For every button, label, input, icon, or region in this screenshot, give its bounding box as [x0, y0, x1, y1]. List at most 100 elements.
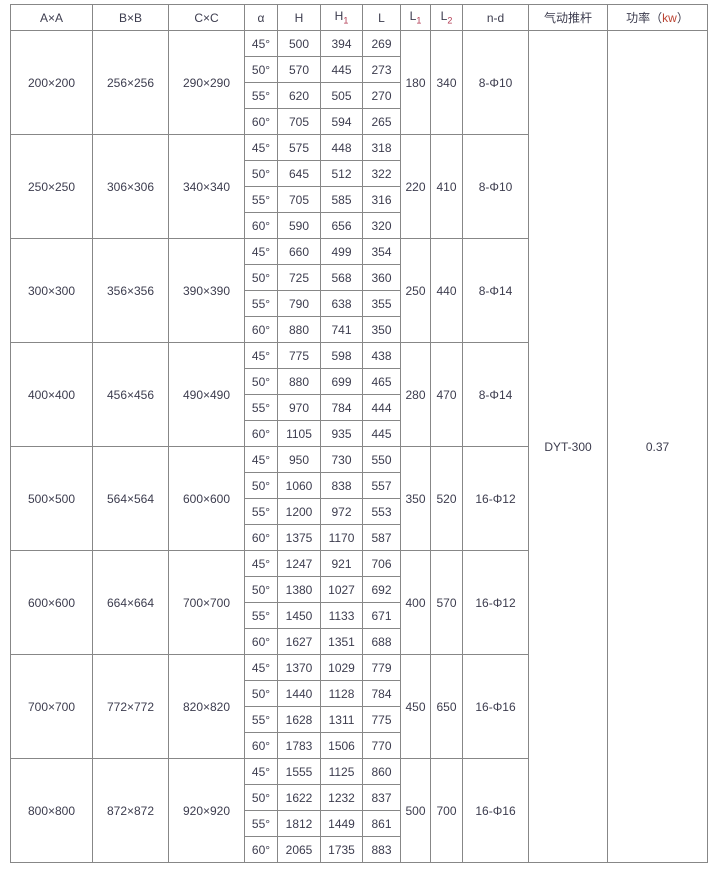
table-row: 60° 705 594 265	[11, 108, 708, 135]
cell-l2: 650	[430, 654, 463, 759]
cell-l: 318	[362, 134, 401, 161]
cell-l2: 700	[430, 758, 463, 863]
cell-h: 1380	[277, 576, 321, 603]
cell-h: 1450	[277, 602, 321, 629]
table-row: 50° 645 512 322	[11, 160, 708, 187]
cell-h: 1622	[277, 784, 321, 811]
table-row: 60° 1375 1170 587	[11, 524, 708, 551]
cell-h: 790	[277, 290, 321, 317]
cell-h1: 838	[320, 472, 363, 499]
table-row: 60° 880 741 350	[11, 316, 708, 343]
cell-l: 688	[362, 628, 401, 655]
cell-alpha: 50°	[244, 368, 278, 395]
cell-h: 1200	[277, 498, 321, 525]
cell-axa: 300×300	[10, 238, 93, 343]
cell-h: 705	[277, 108, 321, 135]
cell-alpha: 55°	[244, 82, 278, 109]
cell-l: 557	[362, 472, 401, 499]
table-row: 55° 1200 972 553	[11, 498, 708, 525]
cell-alpha: 50°	[244, 784, 278, 811]
cell-axa: 700×700	[10, 654, 93, 759]
cell-h: 1628	[277, 706, 321, 733]
cell-alpha: 55°	[244, 498, 278, 525]
cell-alpha: 60°	[244, 836, 278, 863]
cell-h1: 741	[320, 316, 363, 343]
cell-h1: 1232	[320, 784, 363, 811]
cell-alpha: 55°	[244, 186, 278, 213]
table-row: 800×800 872×872 920×920 45° 1555 1125 860 500 70…	[10, 758, 708, 863]
cell-h1: 448	[320, 134, 363, 161]
cell-bxb: 256×256	[92, 30, 169, 135]
cell-cxc: 340×340	[168, 134, 245, 239]
cell-l: 355	[362, 290, 401, 317]
table-body: 200×200 256×256 290×290 45° 500 394 269 180 340 8…	[10, 30, 708, 863]
col-header-label: L	[440, 9, 448, 24]
cell-nd: 8-Φ10	[462, 134, 529, 239]
table-row: 55° 1450 1133 671	[11, 602, 708, 629]
cell-l: 269	[362, 30, 401, 57]
cell-h1: 1133	[320, 602, 363, 629]
col-header-label: L	[378, 10, 385, 25]
cell-h1: 699	[320, 368, 363, 395]
col-header-label: n-d	[486, 10, 505, 25]
table-row: 50° 1060 838 557	[11, 472, 708, 499]
cell-l2: 440	[430, 238, 463, 343]
cell-h1: 1128	[320, 680, 363, 707]
cell-l: 770	[362, 732, 401, 759]
col-header-unit: kw	[662, 11, 677, 25]
cell-l: 692	[362, 576, 401, 603]
col-header-l1: L1	[400, 4, 431, 31]
table-header: A×A B×B C×C α H H1 L L1 L2 n-d 气动推杆 功率（kw）	[10, 4, 708, 31]
cell-h1: 505	[320, 82, 363, 109]
cell-h: 590	[277, 212, 321, 239]
cell-alpha: 45°	[244, 30, 278, 57]
cell-l: 322	[362, 160, 401, 187]
cell-nd: 8-Φ14	[462, 238, 529, 343]
cell-bxb: 772×772	[92, 654, 169, 759]
cell-h: 1812	[277, 810, 321, 837]
cell-l: 350	[362, 316, 401, 343]
cell-l: 354	[362, 238, 401, 265]
cell-alpha: 60°	[244, 316, 278, 343]
cell-h1: 730	[320, 446, 363, 473]
cell-axa: 200×200	[10, 30, 93, 135]
table-row: 55° 1812 1449 861	[11, 810, 708, 837]
col-header-bxb: B×B	[92, 4, 169, 31]
cell-l1: 250	[400, 238, 431, 343]
cell-h1: 594	[320, 108, 363, 135]
cell-h: 1375	[277, 524, 321, 551]
col-header-label: H	[294, 10, 304, 25]
cell-actuator: DYT-300	[528, 30, 608, 863]
cell-l: 775	[362, 706, 401, 733]
cell-h1: 445	[320, 56, 363, 83]
cell-l: 273	[362, 56, 401, 83]
cell-l: 438	[362, 342, 401, 369]
cell-h: 620	[277, 82, 321, 109]
cell-h: 970	[277, 394, 321, 421]
cell-h1: 921	[320, 550, 363, 577]
cell-h: 1247	[277, 550, 321, 577]
cell-h1: 1351	[320, 628, 363, 655]
col-header-subscript: 1	[416, 15, 422, 26]
cell-alpha: 55°	[244, 706, 278, 733]
cell-h1: 1027	[320, 576, 363, 603]
cell-h: 570	[277, 56, 321, 83]
cell-axa: 800×800	[10, 758, 93, 863]
col-header-h1: H1	[320, 4, 363, 31]
cell-h: 575	[277, 134, 321, 161]
cell-l: 671	[362, 602, 401, 629]
table-row: 60° 1105 935 445	[11, 420, 708, 447]
table-row: 55° 705 585 316	[11, 186, 708, 213]
header-row: A×A B×B C×C α H H1 L L1 L2 n-d 气动推杆 功率（kw）	[10, 4, 708, 31]
cell-cxc: 920×920	[168, 758, 245, 863]
cell-l2: 570	[430, 550, 463, 655]
table-row: 500×500 564×564 600×600 45° 950 730 550 350 520 1…	[10, 446, 708, 551]
cell-l1: 450	[400, 654, 431, 759]
table-row: 55° 1628 1311 775	[11, 706, 708, 733]
table-row: 60° 2065 1735 883	[11, 836, 708, 863]
cell-l: 265	[362, 108, 401, 135]
cell-alpha: 50°	[244, 264, 278, 291]
spec-table: A×A B×B C×C α H H1 L L1 L2 n-d 气动推杆 功率（kw） 200×200 2…	[10, 4, 708, 863]
cell-h: 1555	[277, 758, 321, 785]
